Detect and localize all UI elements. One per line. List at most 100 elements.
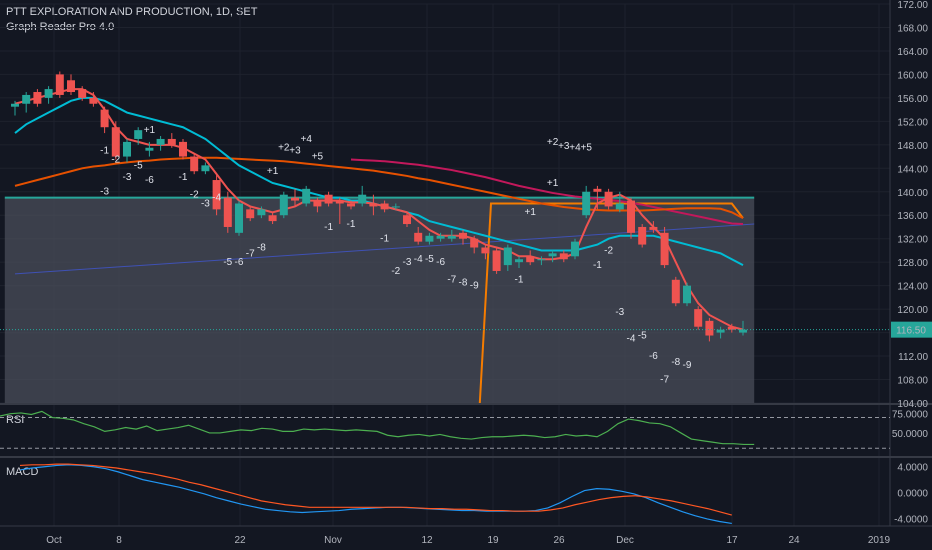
candle-body [335,200,344,204]
candle-body [537,259,546,261]
sequence-count: -2 [391,266,400,277]
price-tick-label: 160.00 [897,70,928,81]
candle-body [683,285,691,304]
candle-body [459,232,467,239]
price-tick-label: 172.00 [897,0,928,11]
sequence-count: -8 [257,242,266,253]
sequence-count: -3 [201,198,210,209]
price-tick-label: 124.00 [897,282,928,293]
time-tick-label: 8 [116,535,122,546]
candle-body [492,250,501,271]
candle-body [22,94,31,104]
sequence-count: -9 [683,360,692,371]
candle-body [694,309,703,327]
sequence-count: -5 [223,257,232,268]
sequence-count: -5 [134,160,143,171]
rsi-tick-label: 50.0000 [892,429,929,440]
sequence-count: -4 [212,193,221,204]
candle-body [279,194,288,216]
sequence-count: -1 [179,172,188,183]
candle-body [638,226,647,245]
price-tick-label: 104.00 [897,399,928,410]
last-price-label: 116.50 [896,326,926,337]
sequence-count: -3 [100,187,109,198]
candle-body [268,215,277,222]
sequence-count: -7 [447,275,456,286]
candle-body [739,329,747,333]
sequence-count: -1 [515,275,524,286]
time-tick-label: 24 [788,535,800,546]
candle-body [727,326,736,330]
candle-body [515,259,523,263]
time-tick-label: 22 [234,535,246,546]
candle-body [223,197,232,227]
sequence-count: +3 [289,146,301,157]
chart-title: PTT EXPLORATION AND PRODUCTION, 1D, SET [6,6,258,18]
candle-body [156,138,165,145]
candle-body [436,235,445,239]
sequence-count: -1 [347,219,356,230]
time-tick-label: 12 [421,535,433,546]
macd-tick-label: -4.0000 [894,514,928,525]
price-tick-label: 120.00 [897,305,928,316]
candle-body [358,194,367,204]
candle-body [167,138,176,145]
sequence-count: -6 [235,257,244,268]
candle-body [649,226,658,230]
price-tick-label: 144.00 [897,164,928,175]
candle-body [100,109,109,128]
sequence-count: -7 [246,248,255,259]
candle-body [291,197,299,201]
candle-body [470,238,479,248]
macd-tick-label: 0.0000 [897,489,928,500]
price-tick-label: 156.00 [897,94,928,105]
candle-body [604,191,613,207]
sequence-count: -6 [649,351,658,362]
sequence-count: +4 [300,134,312,145]
sequence-count: -3 [123,172,132,183]
candle-body [391,206,400,208]
ma-long-line [350,158,744,226]
price-tick-label: 148.00 [897,141,928,152]
ma-fast-line [14,88,744,331]
sequence-count: -3 [403,257,412,268]
macd-label: MACD [6,466,38,478]
sequence-count: -3 [615,307,624,318]
time-tick-label: Dec [616,535,634,546]
candle-body [425,235,434,242]
price-tick-label: 152.00 [897,117,928,128]
time-tick-label: 2019 [868,535,891,546]
candle-body [660,232,669,266]
candle-body [246,209,255,219]
candle-body [201,165,210,172]
sequence-count: +5 [312,151,324,162]
candle-body [447,235,456,239]
candle-body [67,80,75,93]
sequence-count: +1 [144,125,156,136]
candle-body [369,203,378,207]
macd-line [19,464,732,525]
candle-body [235,203,243,233]
sequence-count: -8 [671,357,680,368]
sequence-count: -2 [190,190,199,201]
candle-body [89,97,98,104]
candle-body [324,194,333,204]
candle-body [11,103,19,107]
candle-body [671,279,680,304]
sequence-count: -1 [380,234,389,245]
candle-body [44,89,53,98]
candle-body [123,141,131,157]
rsi-tick-label: 75.0000 [892,410,929,421]
sequence-count: +1 [547,178,559,189]
sequence-count: -1 [593,260,602,271]
ma-slow-line [14,156,744,220]
candle-body [627,200,635,233]
price-tick-label: 108.00 [897,376,928,387]
sequence-count: -2 [604,245,613,256]
candle-body [257,209,266,216]
sequence-count: +2 [278,143,290,154]
candle-body [403,215,411,225]
sequence-count: -7 [660,374,669,385]
last-price-tag [891,321,932,338]
